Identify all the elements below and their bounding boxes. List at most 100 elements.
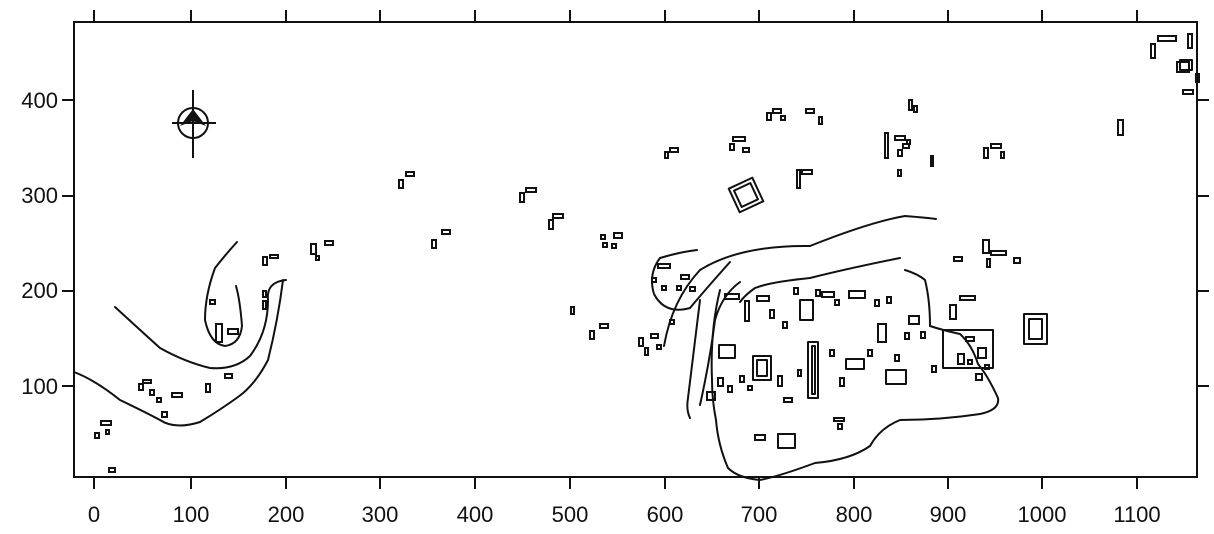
x-tick-label: 0: [88, 502, 100, 527]
building: [589, 330, 595, 340]
building: [894, 135, 906, 141]
building: [805, 108, 815, 114]
building: [769, 309, 775, 319]
x-tick-label: 300: [362, 502, 399, 527]
building: [1000, 151, 1005, 159]
building-footprints: [94, 33, 1200, 473]
compound: [777, 433, 796, 449]
contour-lines-east: [651, 215, 937, 419]
compound: [1179, 59, 1193, 71]
x-tick-label: 1000: [1018, 502, 1067, 527]
x-tick-label: 900: [930, 502, 967, 527]
building: [867, 349, 873, 357]
settlement-boundary: [710, 269, 1000, 481]
building: [975, 373, 983, 381]
y-axis-labels: 100 200 300 400: [21, 88, 58, 399]
compound: [727, 176, 765, 214]
building: [1195, 73, 1200, 83]
building: [839, 377, 845, 387]
building: [756, 295, 770, 302]
building: [100, 420, 112, 426]
building: [105, 429, 110, 435]
building: [142, 379, 152, 384]
building: [744, 300, 750, 322]
building: [1150, 43, 1156, 59]
building: [834, 299, 840, 306]
building: [638, 337, 644, 347]
x-tick-label: 100: [173, 502, 210, 527]
building: [796, 169, 801, 189]
building: [990, 143, 1002, 149]
building: [908, 99, 913, 111]
building: [205, 383, 211, 393]
compound: [845, 358, 865, 370]
building: [94, 432, 100, 439]
building: [600, 234, 606, 240]
building: [651, 277, 657, 283]
compound-squares: [718, 59, 1193, 449]
y-tick-label: 300: [21, 183, 58, 208]
north-arrow-icon: [172, 90, 216, 158]
compound: [752, 355, 772, 381]
building: [661, 285, 667, 291]
building: [897, 149, 903, 157]
compound: [942, 329, 994, 369]
building: [780, 115, 786, 121]
building: [262, 256, 268, 266]
building: [884, 132, 889, 159]
building: [706, 391, 716, 401]
building: [525, 187, 537, 193]
building: [519, 192, 525, 203]
building: [983, 147, 989, 159]
x-tick-label: 200: [268, 502, 305, 527]
compound: [1023, 313, 1048, 345]
building: [818, 116, 823, 125]
building: [897, 169, 902, 177]
compound: [807, 341, 819, 399]
building: [920, 331, 926, 339]
building: [269, 254, 279, 259]
building: [953, 256, 963, 262]
compound: [811, 345, 816, 395]
building: [906, 139, 911, 145]
building: [209, 299, 216, 305]
building: [138, 383, 144, 391]
building: [877, 323, 887, 343]
building: [793, 287, 799, 295]
building: [613, 232, 623, 239]
building: [782, 321, 788, 329]
building: [171, 392, 183, 398]
building: [108, 467, 116, 473]
building: [967, 359, 973, 365]
x-tick-label: 1100: [1113, 502, 1160, 527]
building: [727, 385, 733, 393]
building: [611, 243, 617, 249]
building: [262, 300, 267, 310]
building: [739, 375, 745, 383]
building: [772, 108, 782, 114]
building: [833, 417, 845, 422]
building: [669, 147, 679, 153]
building: [977, 347, 987, 359]
x-tick-label: 600: [647, 502, 684, 527]
building: [777, 375, 783, 387]
compound: [799, 299, 814, 321]
building: [821, 291, 835, 298]
building: [262, 290, 267, 298]
y-tick-label: 200: [21, 278, 58, 303]
building: [570, 306, 575, 315]
building: [650, 333, 659, 339]
compound: [885, 369, 907, 385]
building: [766, 112, 772, 121]
building: [224, 373, 233, 379]
building: [602, 242, 608, 248]
building: [161, 411, 168, 418]
building: [783, 397, 793, 403]
building: [908, 315, 920, 325]
building: [801, 169, 813, 175]
building: [848, 290, 866, 299]
map-frame: [73, 21, 1198, 478]
building: [215, 323, 223, 343]
building: [986, 258, 991, 268]
